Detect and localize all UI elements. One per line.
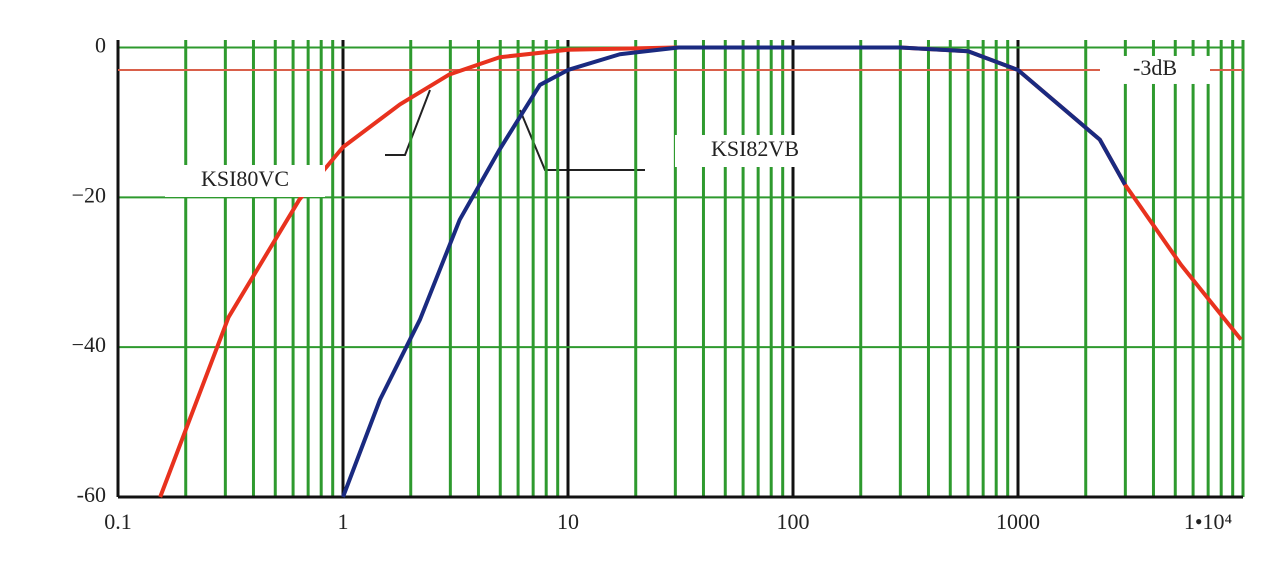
- y-tick-label: 0: [95, 33, 106, 58]
- y-tick-label: -60: [77, 482, 106, 507]
- x-tick-label: 1: [338, 509, 349, 534]
- series-label: KSI80VC: [201, 166, 289, 191]
- series-label: KSI82VB: [711, 136, 799, 161]
- x-tick-label: 1000: [996, 509, 1040, 534]
- x-tick-label: 10: [557, 509, 579, 534]
- label-background: [1100, 55, 1210, 84]
- y-tick-label: −20: [72, 182, 106, 207]
- y-tick-label: −40: [72, 332, 106, 357]
- series-line: [341, 45, 1127, 498]
- x-tick-label: 0.1: [104, 509, 132, 534]
- leader-line: [385, 89, 431, 156]
- x-tick-label: 1•10⁴: [1184, 509, 1233, 534]
- reference-label: -3dB: [1133, 55, 1177, 80]
- label-background: [165, 165, 325, 197]
- label-background: [675, 135, 835, 167]
- x-tick-label: 100: [777, 509, 810, 534]
